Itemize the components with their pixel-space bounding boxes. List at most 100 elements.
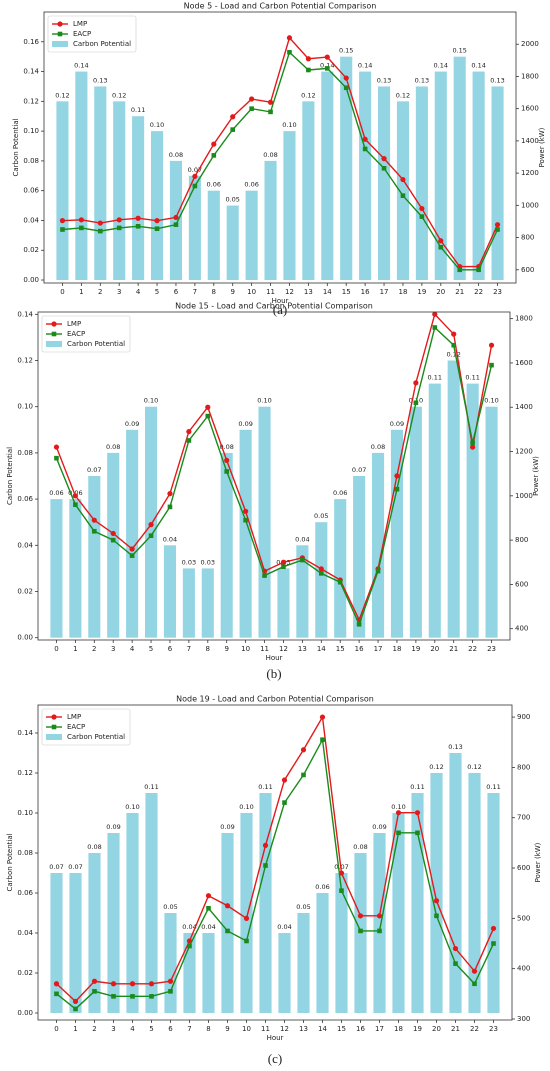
bar-value-label: 0.12	[55, 91, 69, 99]
line-marker	[432, 325, 438, 330]
legend-swatch	[52, 41, 68, 47]
bar-value-label: 0.10	[125, 803, 139, 811]
bar-value-label: 0.08	[169, 151, 183, 159]
legend-label: LMP	[67, 713, 81, 721]
y-tick-label: 0.02	[23, 246, 39, 254]
bar	[201, 568, 214, 638]
x-tick-label: 6	[168, 645, 173, 653]
line-marker	[111, 994, 116, 999]
bar-value-label: 0.05	[296, 903, 310, 911]
bar	[221, 833, 234, 1013]
bar	[297, 913, 310, 1013]
bar-value-label: 0.06	[68, 489, 82, 497]
line-marker	[301, 772, 306, 778]
x-tick-label: 4	[130, 1025, 135, 1033]
line-marker	[281, 777, 288, 783]
bar-value-label: 0.09	[125, 420, 139, 428]
y2-tick-label: 800	[517, 763, 530, 771]
bar-value-label: 0.07	[68, 863, 82, 871]
line-marker	[281, 564, 286, 569]
x-tick-label: 19	[417, 288, 426, 296]
plot-frame	[37, 311, 511, 641]
bar	[409, 406, 422, 638]
line-marker	[471, 968, 478, 974]
line-marker	[306, 67, 311, 73]
legend-box	[41, 315, 131, 353]
line-marker	[395, 810, 402, 816]
x-axis-label: Hour	[272, 297, 289, 305]
line-marker	[324, 66, 330, 71]
bar	[245, 190, 258, 281]
x-tick-label: 19	[413, 1025, 422, 1033]
y2-tick-label: 400	[517, 965, 530, 973]
line-marker	[280, 559, 287, 565]
bar-value-label: 0.13	[448, 743, 462, 751]
line-marker	[244, 938, 249, 944]
bar	[321, 71, 334, 281]
legend-label: EACP	[67, 330, 85, 338]
y-tick-label: 0.08	[17, 449, 33, 457]
bar-value-label: 0.07	[352, 466, 366, 474]
line-marker	[438, 238, 444, 244]
x-tick-label: 12	[285, 288, 294, 296]
bar-value-label: 0.04	[182, 923, 196, 931]
line-marker	[400, 176, 406, 183]
bar	[259, 793, 272, 1013]
y2-axis-label: Power (kW)	[532, 456, 540, 496]
bar-value-label: 0.12	[112, 91, 126, 99]
line-marker	[206, 905, 211, 911]
bar-value-label: 0.08	[219, 443, 233, 451]
line-marker	[54, 455, 59, 461]
y2-tick-label: 900	[517, 713, 530, 721]
line-marker	[60, 227, 65, 232]
y2-tick-label: 800	[521, 234, 534, 242]
legend-label: LMP	[73, 20, 87, 28]
y-tick-label: 0.10	[23, 127, 39, 135]
bar	[107, 833, 120, 1013]
bar-value-label: 0.12	[446, 351, 460, 359]
y-tick-label: 0.16	[23, 38, 39, 46]
line-marker	[300, 557, 305, 563]
x-tick-label: 9	[225, 1025, 229, 1033]
line-marker	[224, 457, 230, 463]
legend-label: Carbon Potential	[67, 340, 125, 348]
x-tick-label: 3	[111, 1025, 115, 1033]
line-marker	[205, 404, 211, 410]
bar	[69, 499, 82, 638]
y-tick-label: 0.06	[17, 889, 33, 897]
line-marker	[337, 579, 343, 585]
line-marker	[267, 99, 274, 105]
bar	[390, 429, 404, 638]
bar-value-label: 0.06	[244, 181, 258, 189]
line-marker	[457, 267, 463, 273]
bar	[126, 429, 139, 638]
bar-value-label: 0.04	[163, 535, 177, 543]
y2-tick-label: 2000	[521, 40, 539, 48]
bar-value-label: 0.13	[490, 76, 504, 84]
x-tick-label: 5	[155, 288, 159, 296]
bar-value-label: 0.08	[353, 843, 367, 851]
legend-marker	[51, 331, 57, 337]
x-tick-label: 1	[73, 1025, 77, 1033]
line-marker	[167, 491, 173, 497]
bar	[411, 793, 424, 1013]
y2-tick-label: 1200	[515, 448, 533, 456]
x-tick-label: 21	[449, 645, 458, 653]
y2-tick-label: 500	[517, 914, 530, 922]
bar	[430, 773, 443, 1013]
bar	[396, 101, 410, 281]
bar-value-label: 0.04	[277, 923, 291, 931]
bar-value-label: 0.09	[390, 420, 404, 428]
line-marker	[375, 568, 381, 574]
line-marker	[400, 193, 406, 198]
line-marker	[110, 537, 116, 543]
line-marker	[168, 989, 173, 994]
bar	[278, 933, 291, 1013]
chart-title: Node 19 - Load and Carbon Potential Comp…	[176, 695, 374, 704]
line-marker	[54, 991, 59, 997]
line-marker	[451, 331, 457, 337]
line-marker	[362, 146, 368, 152]
line-marker	[154, 226, 160, 232]
line-marker	[79, 225, 84, 231]
line-marker	[187, 943, 192, 949]
